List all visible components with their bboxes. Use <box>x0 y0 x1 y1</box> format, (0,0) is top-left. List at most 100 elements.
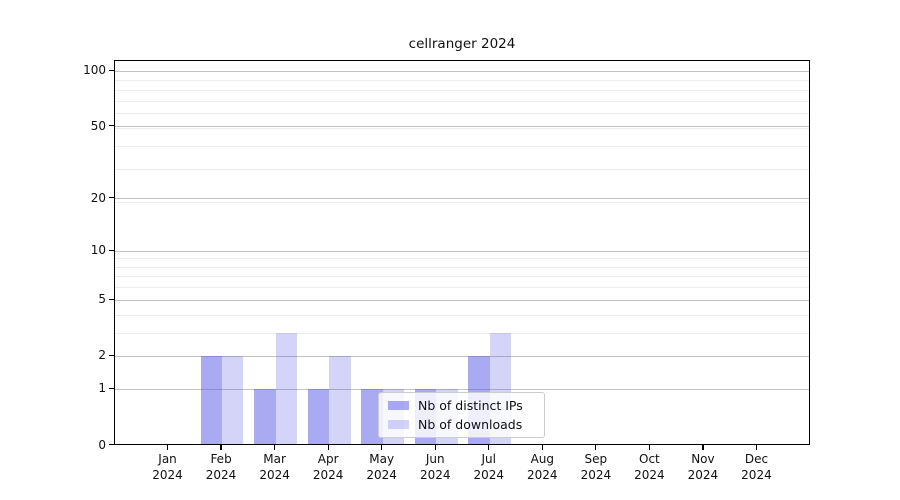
y-axis-tick-label: 0 <box>98 437 106 452</box>
y-tick-mark-50 <box>108 125 114 127</box>
legend-swatch-distinct-ips <box>388 401 409 410</box>
minor-gridline <box>115 127 809 129</box>
year-label: 2024 <box>634 468 665 482</box>
major-gridline-100 <box>115 70 809 72</box>
legend-entry-distinct-ips: Nb of distinct IPs <box>388 398 535 413</box>
month-label: Jul <box>481 451 496 466</box>
x-axis-tick-label: Oct 2024 <box>622 451 676 484</box>
bar-ips-mar <box>254 389 276 445</box>
plot-area <box>114 60 810 445</box>
year-label: 2024 <box>687 468 719 482</box>
minor-gridline <box>115 100 809 102</box>
x-tick-mark-jan <box>166 444 169 450</box>
y-axis-tick-label: 1 <box>98 381 106 396</box>
y-tick-mark-100 <box>108 69 114 71</box>
minor-gridline <box>115 287 809 289</box>
month-label: Aug <box>530 451 555 466</box>
month-label: Oct <box>639 451 660 466</box>
minor-gridline <box>115 276 809 278</box>
major-gridline-2 <box>115 355 809 357</box>
legend-label-distinct-ips: Nb of distinct IPs <box>418 398 523 413</box>
legend: Nb of distinct IPs Nb of downloads <box>378 392 545 438</box>
y-axis-tick-label: 20 <box>90 190 106 205</box>
minor-gridline <box>115 145 809 147</box>
x-axis-tick-label: Apr 2024 <box>301 451 355 484</box>
legend-label-downloads: Nb of downloads <box>418 417 523 432</box>
year-label: 2024 <box>473 468 505 482</box>
major-gridline-5 <box>115 299 809 301</box>
y-axis-tick-label: 100 <box>83 63 106 78</box>
legend-entry-downloads: Nb of downloads <box>388 417 535 432</box>
x-axis-tick-label: Dec 2024 <box>729 451 783 484</box>
y-axis-tick-label: 2 <box>98 348 106 363</box>
y-axis-tick-label: 50 <box>90 118 106 133</box>
minor-gridline <box>115 266 809 268</box>
y-tick-mark-20 <box>108 197 114 199</box>
month-label: Sep <box>584 451 608 466</box>
x-tick-mark-nov <box>702 444 704 450</box>
y-tick-mark-2 <box>108 354 114 357</box>
y-axis-tick-label: 5 <box>98 292 106 307</box>
year-label: 2024 <box>259 468 290 482</box>
year-label: 2024 <box>419 468 451 482</box>
minor-gridline <box>115 258 809 260</box>
month-label: Jan <box>158 451 177 466</box>
year-label: 2024 <box>366 468 397 482</box>
bar-ips-may <box>361 389 383 445</box>
y-tick-mark-1 <box>108 387 114 389</box>
x-axis-tick-label: May 2024 <box>355 451 409 484</box>
y-tick-mark-10 <box>108 249 114 251</box>
year-label: 2024 <box>312 468 344 482</box>
minor-gridline <box>115 113 809 115</box>
bar-ips-feb <box>200 356 223 445</box>
x-axis-tick-label: Mar 2024 <box>248 451 302 484</box>
legend-swatch-downloads <box>388 420 409 429</box>
major-gridline-10 <box>115 250 809 252</box>
year-label: 2024 <box>741 468 772 482</box>
bar-downloads-feb <box>222 356 244 445</box>
minor-gridline <box>115 80 809 82</box>
x-axis-tick-label: Jul 2024 <box>462 451 516 484</box>
minor-gridline <box>115 89 809 91</box>
bar-downloads-apr <box>329 356 351 445</box>
x-axis-tick-label: Sep 2024 <box>569 451 623 484</box>
month-label: May <box>369 451 395 466</box>
month-label: Mar <box>263 451 286 466</box>
x-axis-tick-label: Nov 2024 <box>676 451 730 484</box>
year-label: 2024 <box>527 468 558 482</box>
x-axis-tick-label: Jun 2024 <box>408 451 462 484</box>
chart-title: cellranger 2024 <box>408 36 516 52</box>
major-gridline-50 <box>115 126 809 128</box>
year-label: 2024 <box>580 468 612 482</box>
minor-gridline <box>115 202 809 204</box>
y-axis-tick-label: 10 <box>90 243 106 258</box>
x-tick-mark-oct <box>648 444 650 450</box>
y-tick-mark-0 <box>108 443 114 446</box>
bar-ips-apr <box>307 389 330 445</box>
x-axis-tick-label: Feb 2024 <box>194 451 248 484</box>
month-label: Jun <box>425 451 445 466</box>
x-tick-mark-may <box>381 444 383 450</box>
x-tick-mark-jul <box>488 444 490 450</box>
x-tick-mark-sep <box>595 444 597 450</box>
major-gridline-1 <box>115 388 809 390</box>
x-tick-mark-apr <box>327 444 329 450</box>
minor-gridline <box>115 332 809 334</box>
y-tick-mark-5 <box>108 298 114 300</box>
x-tick-mark-jun <box>434 444 436 450</box>
year-label: 2024 <box>205 468 237 482</box>
x-axis-tick-label: Jan 2024 <box>141 451 195 484</box>
major-gridline-20 <box>115 198 809 200</box>
month-label: Feb <box>210 451 232 466</box>
minor-gridline <box>115 169 809 171</box>
month-label: Dec <box>744 451 769 466</box>
x-tick-mark-feb <box>220 444 222 450</box>
month-label: Apr <box>317 451 339 466</box>
x-tick-mark-dec <box>755 444 758 450</box>
bar-downloads-mar <box>275 333 297 445</box>
year-label: 2024 <box>152 468 183 482</box>
minor-gridline <box>115 314 809 316</box>
x-tick-mark-mar <box>274 444 276 450</box>
month-label: Nov <box>691 451 715 466</box>
